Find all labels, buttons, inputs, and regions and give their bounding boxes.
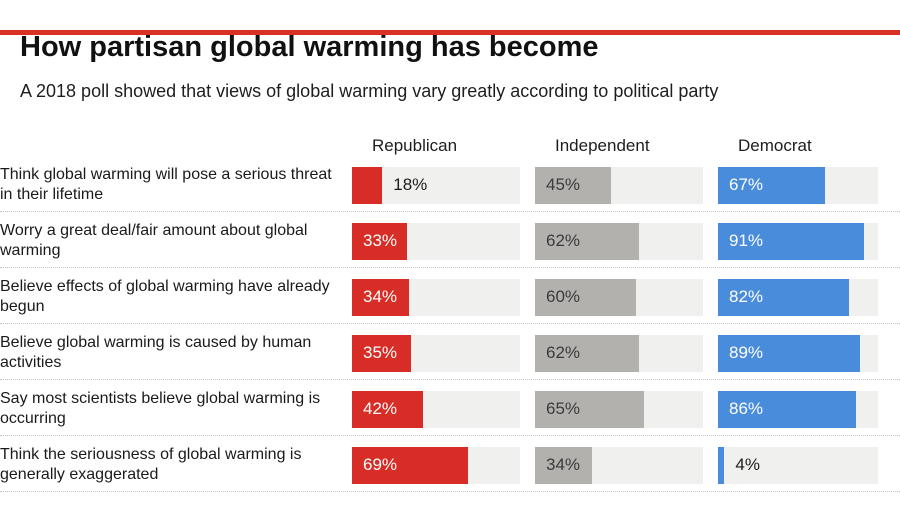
bar-track-republican: 33% (352, 222, 520, 260)
bar-value-label: 60% (546, 287, 581, 306)
row-separator (0, 211, 900, 212)
bar-track-republican: 42% (352, 390, 520, 428)
bar-track-democrat: 89% (718, 334, 878, 372)
spacer (20, 135, 372, 156)
bar-fill-independent (535, 278, 636, 316)
bar-fill-independent (535, 334, 640, 372)
bar-fill-democrat (718, 390, 856, 428)
row-separator (0, 491, 900, 492)
bar-fill-republican (352, 222, 408, 260)
table-row: Believe effects of global warming have a… (0, 277, 900, 316)
bar-fill-republican (352, 446, 468, 484)
bar-fill-democrat (718, 222, 864, 260)
bar-value-label: 69% (363, 455, 398, 474)
bar-value-label: 4% (735, 455, 760, 474)
bar-rows: Think global warming will pose a serious… (0, 165, 900, 492)
bar-value-label: 45% (546, 175, 581, 194)
column-header-democrat: Democrat (738, 136, 812, 155)
bar-fill-independent (535, 222, 640, 260)
bar-track-republican: 69% (352, 446, 520, 484)
row-statement-label: Believe effects of global warming have a… (0, 278, 330, 315)
bar-value-label: 35% (363, 343, 398, 362)
row-separator (0, 323, 900, 324)
bar-track-independent: 65% (535, 390, 703, 428)
bar-track-republican: 34% (352, 278, 520, 316)
bar-value-label: 89% (729, 343, 764, 362)
bar-value-label: 42% (363, 399, 398, 418)
bar-value-label: 34% (546, 455, 581, 474)
bar-value-label: 34% (363, 287, 398, 306)
chart-subtitle: A 2018 poll showed that views of global … (20, 81, 719, 101)
row-separator (0, 435, 900, 436)
column-header-republican: Republican (372, 136, 458, 155)
table-row: Say most scientists believe global warmi… (0, 389, 900, 428)
table-row: Think the seriousness of global warming … (0, 445, 900, 484)
bar-fill-democrat (718, 334, 861, 372)
spacer (723, 135, 738, 156)
row-statement-label: Worry a great deal/fair amount about glo… (0, 222, 308, 259)
bar-value-label: 82% (729, 287, 764, 306)
bar-fill-independent (535, 166, 611, 204)
spacer (540, 135, 555, 156)
bar-fill-democrat (718, 446, 725, 484)
bar-track-democrat: 4% (718, 446, 878, 484)
row-statement-label: Think the seriousness of global warming … (0, 446, 302, 483)
row-statement-label: Say most scientists believe global warmi… (0, 390, 321, 427)
column-header-independent: Independent (555, 136, 650, 155)
bar-value-label: 86% (729, 399, 764, 418)
bar-fill-independent (535, 446, 593, 484)
row-statement-label: Think global warming will pose a serious… (0, 166, 332, 203)
bar-value-label: 18% (393, 175, 428, 194)
bar-track-independent: 62% (535, 334, 703, 372)
bar-track-republican: 35% (352, 334, 520, 372)
bar-track-republican: 18% (352, 166, 520, 204)
bar-value-label: 33% (363, 231, 398, 250)
bar-track-democrat: 82% (718, 278, 878, 316)
chart-title: How partisan global warming has become (20, 31, 599, 63)
bar-fill-republican (352, 334, 411, 372)
bar-track-democrat: 86% (718, 390, 878, 428)
bar-fill-republican (352, 166, 383, 204)
bar-value-label: 65% (546, 399, 581, 418)
chart-page: How partisan global warming has become A… (0, 30, 900, 521)
bar-track-independent: 45% (535, 166, 703, 204)
table-row: Think global warming will pose a serious… (0, 165, 900, 204)
top-accent-rule (0, 30, 900, 35)
bar-track-independent: 62% (535, 222, 703, 260)
bar-value-label: 62% (546, 343, 581, 362)
column-headers: Republican Independent Democrat (20, 135, 898, 156)
bar-fill-republican (352, 390, 423, 428)
bar-track-independent: 60% (535, 278, 703, 316)
row-separator (0, 379, 900, 380)
bar-value-label: 62% (546, 231, 581, 250)
bar-track-democrat: 67% (718, 166, 878, 204)
bar-value-label: 91% (729, 231, 764, 250)
table-row: Worry a great deal/fair amount about glo… (0, 221, 900, 260)
table-row: Believe global warming is caused by huma… (0, 333, 900, 372)
bar-fill-democrat (718, 166, 826, 204)
bar-track-independent: 34% (535, 446, 703, 484)
bar-fill-democrat (718, 278, 850, 316)
bar-fill-republican (352, 278, 410, 316)
bar-value-label: 67% (729, 175, 764, 194)
row-statement-label: Believe global warming is caused by huma… (0, 334, 312, 371)
bar-track-democrat: 91% (718, 222, 878, 260)
row-separator (0, 267, 900, 268)
bar-fill-independent (535, 390, 645, 428)
